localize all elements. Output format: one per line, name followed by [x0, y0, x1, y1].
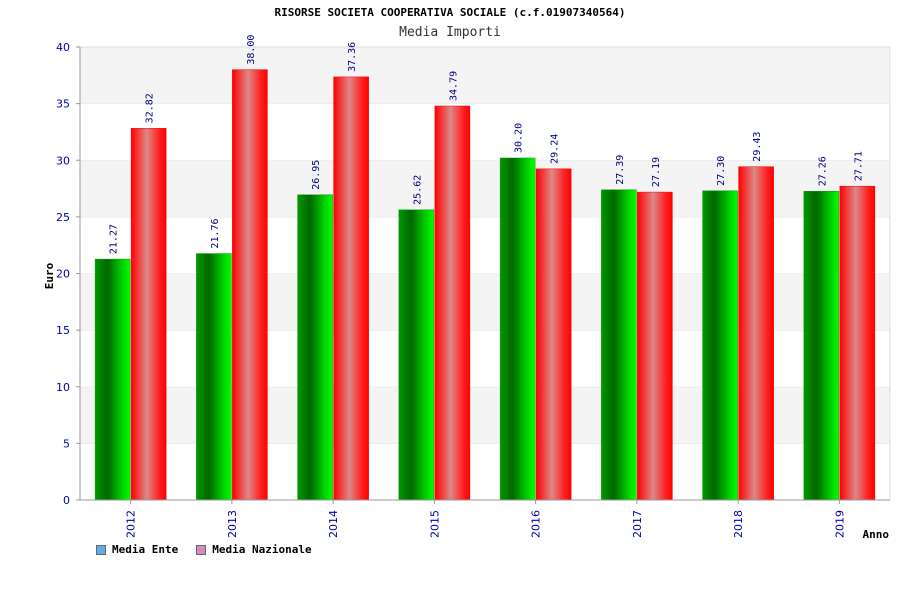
- bar-media-nazionale-2019: [839, 185, 876, 501]
- data-label: 26.95: [311, 160, 322, 190]
- chart-subtitle: Media Importi: [399, 25, 501, 40]
- bar-media-ente-2016: [499, 157, 536, 501]
- bar-media-nazionale-2012: [130, 128, 167, 501]
- data-label: 30.20: [514, 123, 525, 153]
- data-label: 27.71: [853, 151, 864, 181]
- x-tick-label: 2017: [631, 510, 644, 538]
- data-label: 29.43: [752, 132, 763, 162]
- y-axis-label: Euro: [43, 262, 56, 289]
- y-tick-label: 30: [56, 154, 70, 167]
- y-tick-label: 10: [56, 381, 70, 394]
- bar-media-nazionale-2016: [535, 168, 572, 501]
- x-tick-label: 2016: [530, 510, 543, 538]
- y-tick-label: 35: [56, 98, 70, 111]
- y-tick-label: 40: [56, 41, 70, 54]
- legend-label: Media Nazionale: [212, 543, 312, 556]
- bar-media-ente-2012: [94, 258, 131, 501]
- bar-media-nazionale-2013: [232, 69, 268, 501]
- x-tick-label: 2018: [732, 510, 745, 538]
- data-label: 29.24: [550, 134, 561, 164]
- x-tick-label: 2019: [833, 510, 846, 538]
- legend-item-media-nazionale: Media Nazionale: [196, 543, 312, 556]
- x-tick-label: 2012: [125, 510, 138, 538]
- data-label: 27.39: [615, 155, 626, 185]
- bar-media-nazionale-2015: [434, 105, 471, 501]
- data-label: 34.79: [448, 71, 459, 101]
- y-tick-label: 15: [56, 324, 70, 337]
- bar-media-nazionale-2018: [738, 166, 774, 501]
- data-label: 27.26: [817, 156, 828, 186]
- x-tick-label: 2013: [226, 510, 239, 538]
- bar-media-ente-2017: [601, 189, 637, 501]
- legend-swatch: [96, 544, 106, 555]
- y-tick-label: 25: [56, 211, 70, 224]
- x-tick-label: 2015: [428, 510, 441, 538]
- data-label: 21.76: [210, 218, 221, 248]
- y-tick-label: 5: [63, 437, 70, 450]
- bar-media-ente-2013: [196, 253, 232, 501]
- y-tick-label: 20: [56, 268, 70, 281]
- grid-band: [80, 103, 890, 161]
- data-label: 21.27: [109, 224, 120, 254]
- data-label: 27.19: [651, 157, 662, 187]
- data-label: 27.30: [716, 156, 727, 186]
- y-tick-label: 0: [63, 494, 70, 507]
- bar-media-ente-2018: [702, 190, 738, 501]
- chart-title: RISORSE SOCIETA COOPERATIVA SOCIALE (c.f…: [274, 6, 626, 19]
- legend-item-media-ente: Media Ente: [96, 543, 178, 556]
- bar-media-ente-2014: [297, 194, 333, 501]
- data-label: 25.62: [412, 175, 423, 205]
- bar-media-ente-2015: [398, 209, 435, 501]
- chart-legend: Media Ente Media Nazionale: [96, 543, 312, 556]
- data-label: 38.00: [246, 35, 257, 65]
- data-label: 32.82: [145, 93, 156, 123]
- bar-media-nazionale-2017: [637, 191, 673, 501]
- grid-band: [80, 47, 890, 104]
- legend-swatch: [196, 544, 207, 555]
- x-axis-label: Anno: [863, 528, 890, 541]
- bar-media-nazionale-2014: [333, 76, 369, 501]
- legend-label: Media Ente: [112, 543, 179, 556]
- bar-media-ente-2019: [803, 191, 840, 501]
- data-label: 37.36: [347, 42, 358, 72]
- x-tick-label: 2014: [327, 510, 340, 538]
